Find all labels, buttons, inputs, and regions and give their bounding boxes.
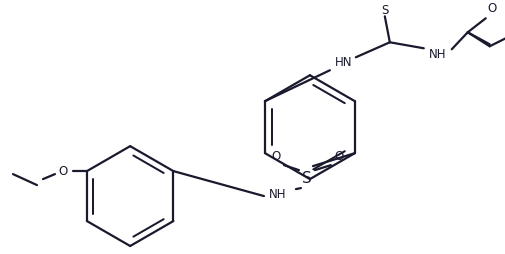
Text: NH: NH: [429, 48, 446, 61]
Text: O: O: [271, 150, 281, 163]
Text: O: O: [334, 150, 343, 163]
Text: NH: NH: [269, 188, 287, 201]
Text: HN: HN: [335, 56, 352, 69]
Text: O: O: [487, 2, 496, 15]
Text: S: S: [302, 171, 312, 186]
Text: O: O: [59, 165, 68, 178]
Text: S: S: [381, 4, 388, 17]
